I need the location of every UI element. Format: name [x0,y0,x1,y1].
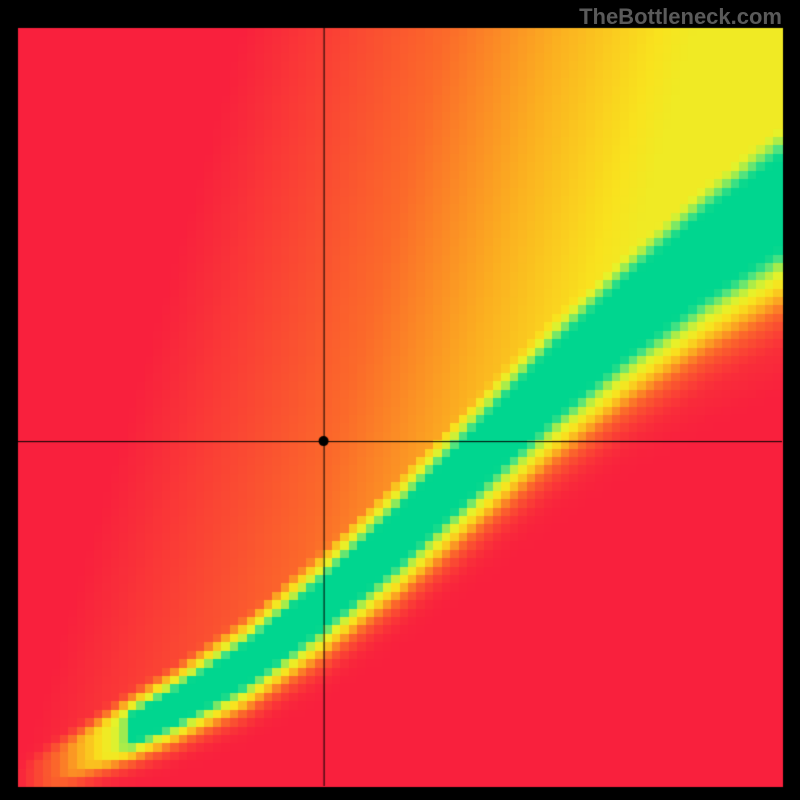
chart-container: { "attribution": "TheBottleneck.com", "c… [0,0,800,800]
attribution-text: TheBottleneck.com [579,4,782,30]
heatmap-canvas [0,0,800,800]
